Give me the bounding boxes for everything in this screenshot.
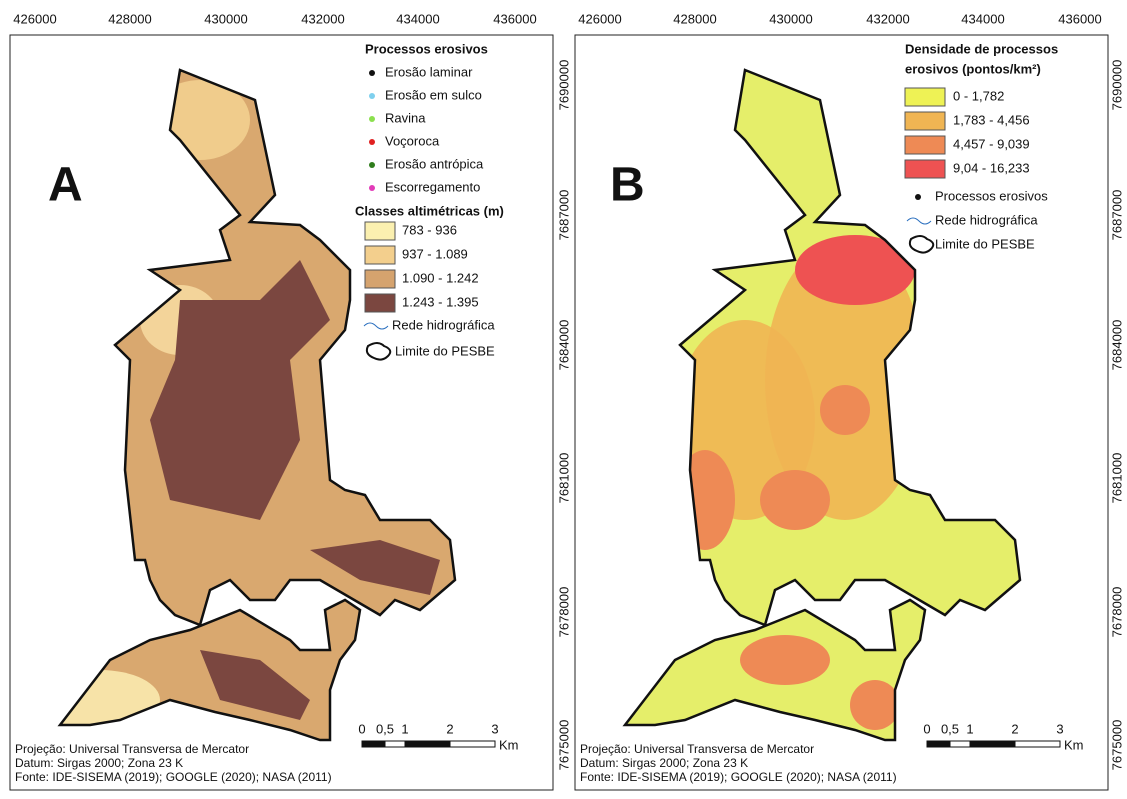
footer-line: Fonte: IDE-SISEMA (2019); GOOGLE (2020);… (15, 770, 332, 784)
legend-swatch (905, 88, 945, 106)
legend-swatch (905, 136, 945, 154)
legend-label: Escorregamento (385, 179, 480, 194)
x-coordinate-label: 428000 (108, 11, 151, 26)
footer-line: Datum: Sirgas 2000; Zona 23 K (15, 756, 183, 770)
legend-label: Erosão em sulco (385, 87, 482, 102)
legend-title: Densidade de processos (905, 41, 1058, 56)
x-coordinate-label: 428000 (673, 11, 716, 26)
legend-label: 9,04 - 16,233 (953, 160, 1030, 175)
map-figure: 426000 428000 430000 432000 434000 436000 7690… (0, 0, 1127, 794)
legend-dot (915, 194, 921, 200)
y-coordinate-label: 7690000 (556, 60, 571, 111)
legend-label: Limite do PESBE (935, 236, 1035, 251)
footer-line: Datum: Sirgas 2000; Zona 23 K (580, 756, 748, 770)
x-coordinate-label: 426000 (13, 11, 56, 26)
x-coordinate-label: 434000 (961, 11, 1004, 26)
legend-label: 783 - 936 (402, 222, 457, 237)
legend-label: 1,783 - 4,456 (953, 112, 1030, 127)
scale-segment (385, 741, 405, 747)
legend-swatch (365, 270, 395, 288)
scale-label: 0 (358, 721, 365, 736)
legend-label: 937 - 1.089 (402, 246, 468, 261)
x-coordinate-label: 436000 (493, 11, 536, 26)
legend-dot (369, 93, 375, 99)
scale-segment (970, 741, 1015, 747)
x-coordinate-label: 432000 (301, 11, 344, 26)
y-coordinate-label: 7678000 (556, 587, 571, 638)
scale-unit: Km (1064, 737, 1084, 752)
legend-swatch (365, 222, 395, 240)
legend-label: 0 - 1,782 (953, 88, 1004, 103)
footer-line: Projeção: Universal Transversa de Mercat… (15, 742, 249, 756)
x-coordinate-label: 432000 (866, 11, 909, 26)
scale-segment (362, 741, 385, 747)
legend-dot (369, 162, 375, 168)
scale-label: 0 (923, 721, 930, 736)
y-coordinate-label: 7678000 (1109, 587, 1124, 638)
footer-line: Fonte: IDE-SISEMA (2019); GOOGLE (2020);… (580, 770, 897, 784)
legend-label: Processos erosivos (935, 188, 1048, 203)
scale-label: 0,5 (941, 721, 959, 736)
legend-dot (369, 185, 375, 191)
y-coordinate-label: 7690000 (1109, 60, 1124, 111)
x-coordinate-label: 434000 (396, 11, 439, 26)
x-coordinate-label: 430000 (769, 11, 812, 26)
legend-label: 1.243 - 1.395 (402, 294, 479, 309)
legend-label: Ravina (385, 110, 426, 125)
y-coordinate-label: 7675000 (556, 720, 571, 771)
scale-unit: Km (499, 737, 519, 752)
legend-label: Erosão antrópica (385, 156, 484, 171)
legend-swatch (905, 160, 945, 178)
scale-label: 1 (401, 721, 408, 736)
legend-dot (369, 139, 375, 145)
scale-segment (405, 741, 450, 747)
legend-swatch (905, 112, 945, 130)
scale-label: 3 (491, 721, 498, 736)
legend-label: Limite do PESBE (395, 343, 495, 358)
scale-label: 1 (966, 721, 973, 736)
legend-swatch (365, 294, 395, 312)
legend-dot (369, 70, 375, 76)
scale-segment (450, 741, 495, 747)
legend-dot (369, 116, 375, 122)
legend-label: 4,457 - 9,039 (953, 136, 1030, 151)
legend-title: erosivos (pontos/km²) (905, 61, 1041, 76)
legend-label: 1.090 - 1.242 (402, 270, 479, 285)
legend-swatch (365, 246, 395, 264)
y-coordinate-label: 7681000 (1109, 453, 1124, 504)
y-coordinate-label: 7684000 (556, 320, 571, 371)
y-coordinate-label: 7681000 (556, 453, 571, 504)
scale-label: 2 (1011, 721, 1018, 736)
scale-label: 2 (446, 721, 453, 736)
y-coordinate-label: 7687000 (1109, 190, 1124, 241)
scale-label: 0,5 (376, 721, 394, 736)
legend-label: Rede hidrográfica (935, 212, 1038, 227)
legend-title: Processos erosivos (365, 41, 488, 56)
legend-title: Classes altimétricas (m) (355, 203, 504, 218)
panel-label: B (610, 159, 645, 212)
legend-label: Erosão laminar (385, 64, 473, 79)
scale-segment (1015, 741, 1060, 747)
scale-segment (927, 741, 950, 747)
x-coordinate-label: 430000 (204, 11, 247, 26)
y-coordinate-label: 7675000 (1109, 720, 1124, 771)
y-coordinate-label: 7687000 (556, 190, 571, 241)
panel-label: A (48, 159, 83, 212)
scale-segment (950, 741, 970, 747)
legend-label: Voçoroca (385, 133, 440, 148)
footer-line: Projeção: Universal Transversa de Mercat… (580, 742, 814, 756)
legend-label: Rede hidrográfica (392, 317, 495, 332)
y-coordinate-label: 7684000 (1109, 320, 1124, 371)
x-coordinate-label: 436000 (1058, 11, 1101, 26)
x-coordinate-label: 426000 (578, 11, 621, 26)
scale-label: 3 (1056, 721, 1063, 736)
